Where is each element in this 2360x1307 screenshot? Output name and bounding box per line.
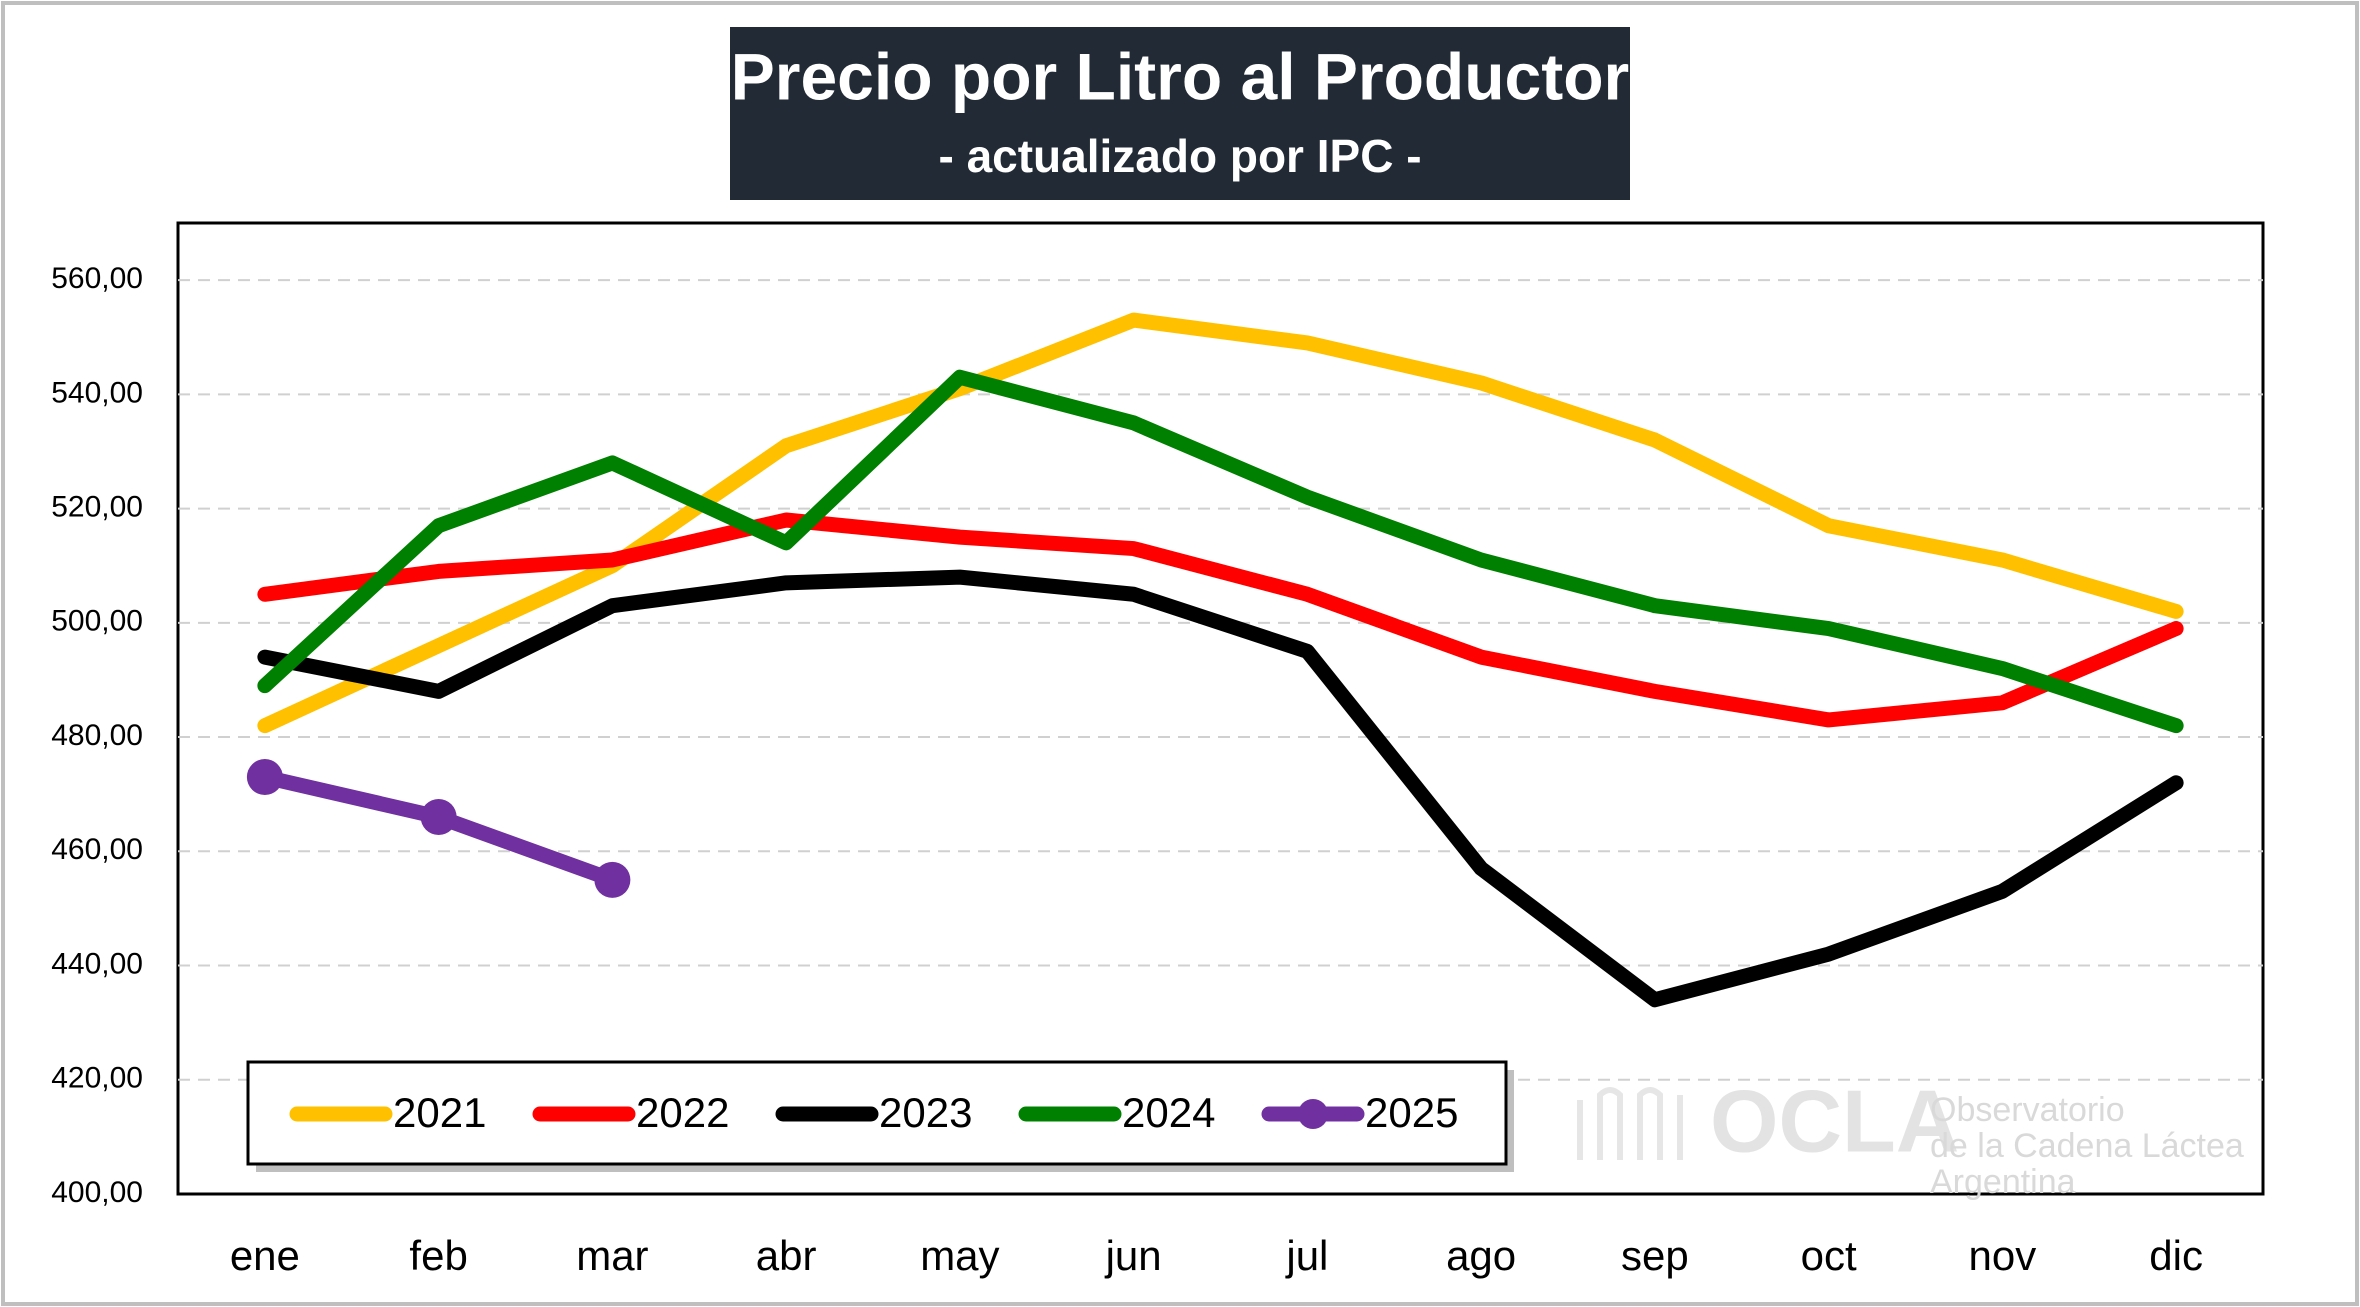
- legend-label: 2023: [879, 1089, 972, 1136]
- legend-label: 2025: [1365, 1089, 1458, 1136]
- title-box: [730, 27, 1630, 200]
- x-tick-label: jul: [1284, 1232, 1328, 1279]
- x-tick-label: sep: [1621, 1232, 1689, 1279]
- x-tick-label: feb: [409, 1232, 467, 1279]
- y-tick-label: 480,00: [51, 719, 143, 752]
- legend-marker: [1298, 1099, 1328, 1129]
- y-tick-label: 540,00: [51, 376, 143, 409]
- y-tick-label: 500,00: [51, 605, 143, 638]
- y-tick-label: 460,00: [51, 833, 143, 866]
- watermark-text: Argentina: [1930, 1163, 2076, 1201]
- x-tick-label: jun: [1104, 1232, 1162, 1279]
- y-tick-label: 520,00: [51, 491, 143, 524]
- y-tick-label: 560,00: [51, 262, 143, 295]
- x-tick-label: may: [920, 1232, 999, 1279]
- y-tick-label: 440,00: [51, 947, 143, 980]
- series-line: [257, 512, 2184, 728]
- legend-label: 2021: [393, 1089, 486, 1136]
- y-tick-label: 420,00: [51, 1062, 143, 1095]
- x-tick-label: abr: [756, 1232, 817, 1279]
- watermark-text: Observatorio: [1930, 1091, 2125, 1129]
- series-marker: [420, 799, 457, 836]
- series-marker: [246, 759, 283, 796]
- watermark-logo: OCLA: [1710, 1071, 1959, 1170]
- series-line: [257, 369, 2184, 734]
- y-tick-label: 400,00: [51, 1176, 143, 1209]
- chart-title: Precio por Litro al Productor: [731, 39, 1629, 113]
- x-tick-label: ago: [1446, 1232, 1516, 1279]
- chart-subtitle: - actualizado por IPC -: [938, 130, 1421, 182]
- x-tick-label: dic: [2149, 1232, 2203, 1279]
- watermark-text: de la Cadena Láctea: [1930, 1127, 2244, 1165]
- x-tick-label: oct: [1801, 1232, 1857, 1279]
- legend-label: 2022: [636, 1089, 729, 1136]
- series-line: [257, 569, 2184, 1008]
- legend-label: 2024: [1122, 1089, 1215, 1136]
- series-marker: [594, 861, 631, 898]
- series-line: [257, 312, 2184, 734]
- x-tick-label: ene: [230, 1232, 300, 1279]
- x-tick-label: nov: [1969, 1232, 2037, 1279]
- watermark-icon: [1577, 1087, 1683, 1160]
- x-tick-label: mar: [576, 1232, 648, 1279]
